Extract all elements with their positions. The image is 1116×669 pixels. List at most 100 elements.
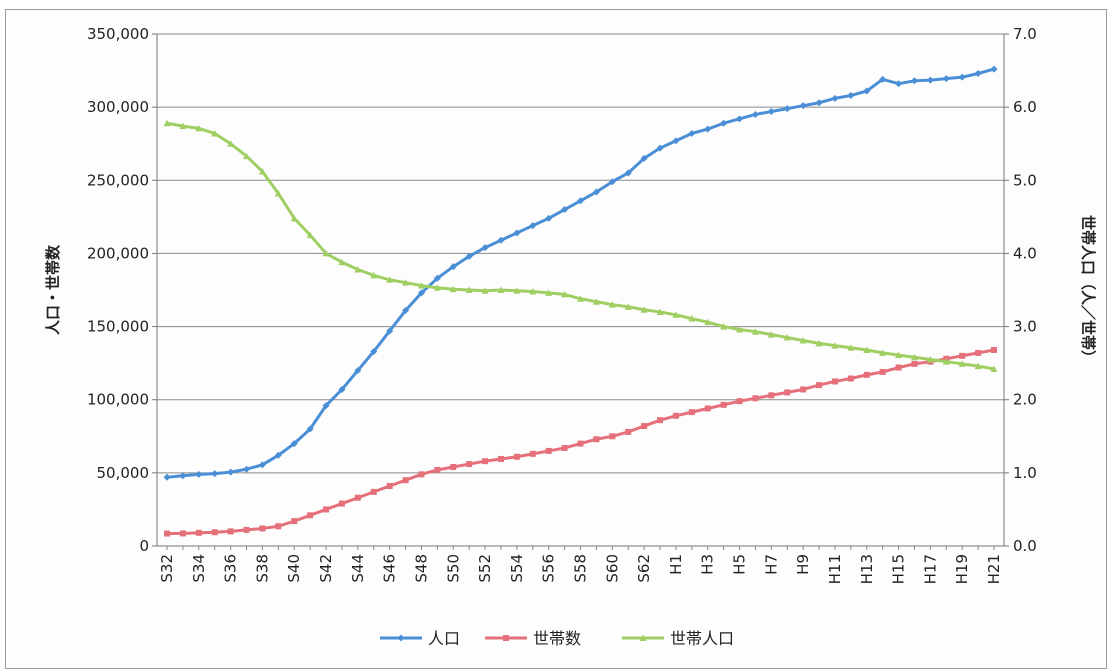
- y2-tick-label: 6.0: [1013, 98, 1037, 116]
- data-point: [497, 236, 505, 244]
- data-point: [323, 506, 330, 513]
- x-tick-label: S34: [190, 554, 208, 583]
- data-point: [831, 378, 838, 385]
- data-point: [783, 105, 791, 113]
- data-point: [275, 523, 282, 530]
- data-point: [656, 308, 664, 315]
- data-point: [942, 75, 950, 83]
- data-point: [736, 115, 744, 123]
- data-point: [926, 76, 934, 84]
- data-point: [784, 389, 791, 396]
- x-tick-label: H15: [890, 554, 908, 584]
- data-point: [402, 477, 409, 484]
- data-point: [545, 447, 552, 454]
- data-point: [465, 252, 473, 260]
- data-point: [974, 69, 982, 77]
- data-point: [640, 154, 648, 162]
- data-point: [354, 494, 361, 501]
- y2-tick-label: 4.0: [1013, 244, 1037, 262]
- data-point: [624, 303, 632, 310]
- data-point: [529, 222, 537, 230]
- legend-label: 世帯人口: [670, 629, 734, 648]
- y-tick-label: 200,000: [87, 244, 149, 262]
- x-tick-label: S44: [349, 554, 367, 583]
- data-point: [529, 450, 536, 457]
- data-point: [593, 436, 600, 443]
- data-point: [545, 289, 553, 296]
- data-point: [608, 301, 616, 308]
- data-point: [863, 346, 871, 353]
- data-point: [688, 129, 696, 137]
- data-point: [290, 440, 298, 448]
- data-point: [704, 318, 712, 326]
- data-point: [799, 336, 807, 344]
- data-point: [736, 325, 744, 333]
- y-tick-label: 100,000: [87, 391, 149, 409]
- data-point: [592, 188, 600, 196]
- data-point: [672, 412, 679, 419]
- data-point: [958, 360, 966, 367]
- data-point: [911, 360, 918, 367]
- data-point: [577, 295, 584, 302]
- x-tick-label: S62: [635, 554, 653, 583]
- x-tick-label: S46: [381, 554, 399, 583]
- data-point: [274, 189, 282, 197]
- legend-label: 世帯数: [533, 629, 581, 648]
- data-point: [847, 344, 855, 351]
- data-point: [879, 75, 887, 83]
- data-point: [657, 417, 664, 424]
- data-point: [163, 119, 171, 127]
- data-point: [434, 466, 441, 473]
- data-point: [291, 518, 298, 525]
- data-point: [895, 351, 903, 359]
- y-axis-label: 人口・世帯数: [44, 244, 62, 335]
- data-point: [402, 279, 410, 286]
- axes: [152, 33, 1009, 550]
- data-point: [370, 347, 378, 355]
- data-point: [211, 129, 219, 137]
- data-point: [561, 290, 569, 298]
- data-point: [799, 102, 807, 110]
- data-point: [720, 401, 727, 408]
- data-point: [592, 298, 600, 305]
- x-tick-label: S54: [508, 554, 526, 583]
- legend-marker: [639, 634, 647, 641]
- x-tick-label: H1: [667, 554, 685, 575]
- data-point: [767, 331, 775, 338]
- data-point: [243, 465, 251, 473]
- data-point: [656, 144, 664, 152]
- data-point: [211, 529, 218, 536]
- data-point: [990, 65, 998, 73]
- tick-labels: 0 50,000 100,000 150,000 200,000 250,000 300,0…: [87, 25, 1037, 584]
- data-point: [561, 444, 568, 451]
- data-point: [625, 428, 632, 435]
- x-tick-label: H19: [953, 554, 971, 584]
- data-point: [815, 99, 823, 107]
- data-point: [307, 512, 314, 519]
- data-point: [624, 169, 632, 177]
- data-point: [800, 386, 807, 393]
- data-point: [926, 355, 934, 363]
- series-lines: [163, 65, 998, 537]
- data-point: [322, 249, 330, 257]
- x-tick-label: S58: [572, 554, 590, 583]
- chart-frame: [5, 9, 1107, 669]
- data-point: [164, 530, 170, 537]
- data-point: [879, 368, 886, 375]
- data-point: [338, 500, 345, 507]
- data-point: [767, 108, 775, 116]
- data-point: [672, 311, 680, 318]
- series-line-3: [166, 121, 995, 371]
- data-point: [641, 423, 648, 430]
- x-tick-label: S50: [444, 554, 462, 583]
- series-line-1: [166, 67, 995, 479]
- legend-marker: [503, 635, 509, 641]
- data-point: [370, 488, 377, 495]
- data-point: [195, 124, 203, 132]
- x-tick-label: S52: [476, 554, 494, 583]
- y2-tick-label: 5.0: [1013, 171, 1037, 189]
- x-tick-label: S60: [603, 554, 621, 583]
- y-tick-label: 250,000: [87, 171, 149, 189]
- data-point: [450, 464, 457, 471]
